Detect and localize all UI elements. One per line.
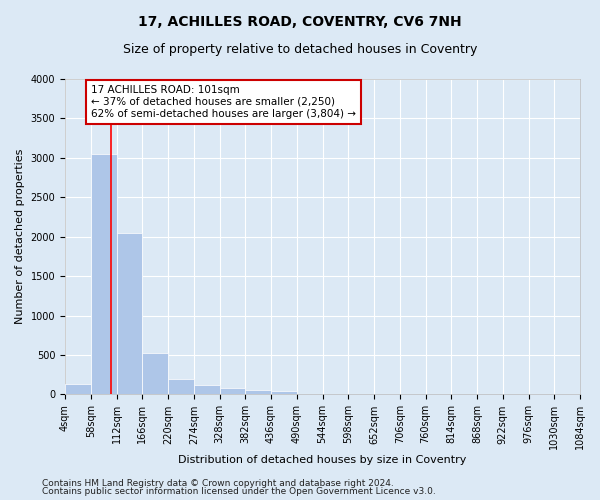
Bar xyxy=(142,354,168,395)
Bar xyxy=(271,391,297,394)
Text: Contains HM Land Registry data © Crown copyright and database right 2024.: Contains HM Land Registry data © Crown c… xyxy=(42,478,394,488)
Bar xyxy=(194,385,220,394)
Text: Contains public sector information licensed under the Open Government Licence v3: Contains public sector information licen… xyxy=(42,487,436,496)
Bar xyxy=(91,154,116,394)
Y-axis label: Number of detached properties: Number of detached properties xyxy=(15,149,25,324)
Bar xyxy=(245,390,271,394)
Text: 17, ACHILLES ROAD, COVENTRY, CV6 7NH: 17, ACHILLES ROAD, COVENTRY, CV6 7NH xyxy=(138,15,462,29)
Text: 17 ACHILLES ROAD: 101sqm
← 37% of detached houses are smaller (2,250)
62% of sem: 17 ACHILLES ROAD: 101sqm ← 37% of detach… xyxy=(91,86,356,118)
Bar xyxy=(220,388,245,394)
X-axis label: Distribution of detached houses by size in Coventry: Distribution of detached houses by size … xyxy=(178,455,467,465)
Bar xyxy=(168,379,194,394)
Bar xyxy=(65,384,91,394)
Text: Size of property relative to detached houses in Coventry: Size of property relative to detached ho… xyxy=(123,44,477,57)
Bar xyxy=(116,233,142,394)
